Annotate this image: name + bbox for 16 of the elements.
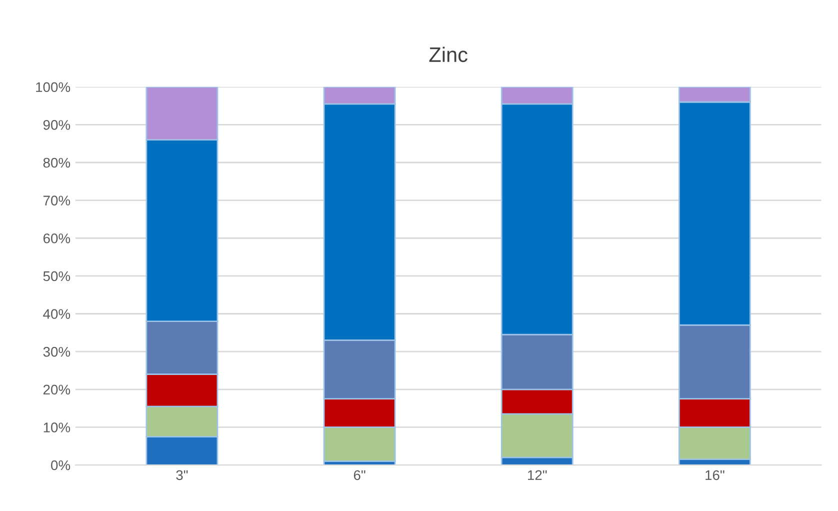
y-tick-label: 80% xyxy=(43,158,70,168)
x-tick-label: 16" xyxy=(706,470,724,480)
y-tick-label: 20% xyxy=(43,384,70,395)
x-tick-label: 6" xyxy=(354,470,366,480)
y-tick-label: 0% xyxy=(51,460,70,470)
y-tick-label: 10% xyxy=(44,422,70,432)
y-tick-label: 60% xyxy=(43,233,70,244)
y-tick-label: 30% xyxy=(43,346,70,357)
y-tick-label: 90% xyxy=(43,120,70,130)
y-tick-label: 40% xyxy=(43,309,70,319)
x-tick-label: 3" xyxy=(176,470,188,480)
y-tick-label: 50% xyxy=(43,271,70,282)
x-tick-label: 12" xyxy=(528,470,547,480)
chart-title: Zinc xyxy=(429,46,468,62)
y-tick-label: 70% xyxy=(43,196,70,206)
y-tick-label: 100% xyxy=(36,82,70,92)
